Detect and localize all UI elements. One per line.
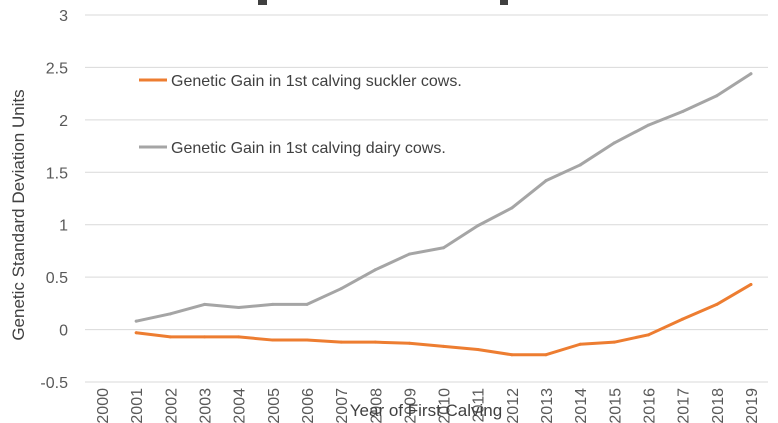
gridlines xyxy=(85,14,768,383)
y-tick-label: 3 xyxy=(59,8,68,25)
series-1-point xyxy=(749,72,753,76)
series-1-point xyxy=(134,319,138,323)
series-1-point xyxy=(168,312,172,316)
x-tick-label: 2007 xyxy=(334,388,351,423)
series-1-point xyxy=(373,268,377,272)
legend-label-0: Genetic Gain in 1st calving suckler cows… xyxy=(171,73,462,90)
series-1-point xyxy=(203,302,207,306)
series-0-point xyxy=(715,302,719,306)
x-tick-label: 2012 xyxy=(505,388,522,423)
series-0-point xyxy=(442,344,446,348)
series-0-point xyxy=(749,282,753,286)
series-1-point xyxy=(544,179,548,183)
series-1-point xyxy=(578,163,582,167)
x-tick-label: 2000 xyxy=(95,388,112,423)
y-tick-label: 1 xyxy=(59,218,68,235)
series-0-point xyxy=(373,340,377,344)
y-tick-label: 1.5 xyxy=(46,165,68,182)
series-0-point xyxy=(237,335,241,339)
y-axis-title: Genetic Standard Deviation Units xyxy=(9,89,28,340)
series-1-point xyxy=(407,252,411,256)
legend-label-1: Genetic Gain in 1st calving dairy cows. xyxy=(171,140,446,157)
series-0-point xyxy=(134,331,138,335)
series-1-point xyxy=(442,246,446,250)
x-tick-label: 2019 xyxy=(744,388,761,423)
x-tick-label: 2016 xyxy=(641,388,658,423)
x-tick-label: 2009 xyxy=(402,388,419,423)
series-0-point xyxy=(646,333,650,337)
x-axis-title: Year of First Calving xyxy=(350,401,502,420)
series-0-point xyxy=(271,338,275,342)
series-0-point xyxy=(339,340,343,344)
x-tick-label: 2010 xyxy=(437,388,454,423)
y-axis-ticks: -0.5 0 0.5 1 1.5 2 2.5 3 xyxy=(40,8,68,392)
title-fragment xyxy=(258,0,508,5)
series-1-point xyxy=(339,287,343,291)
y-tick-label: 0.5 xyxy=(46,270,68,287)
series-0-point xyxy=(681,317,685,321)
x-tick-label: 2002 xyxy=(163,388,180,423)
x-tick-label: 2015 xyxy=(607,388,624,423)
series-lines xyxy=(134,72,753,357)
series-0-point xyxy=(476,347,480,351)
y-tick-label: -0.5 xyxy=(40,375,68,392)
series-0-point xyxy=(510,353,514,357)
y-tick-label: 2.5 xyxy=(46,60,68,77)
x-tick-label: 2008 xyxy=(368,388,385,423)
series-0-point xyxy=(612,340,616,344)
x-tick-label: 2005 xyxy=(266,388,283,423)
x-tick-label: 2014 xyxy=(573,388,590,423)
y-tick-label: 0 xyxy=(59,323,68,340)
series-0-point xyxy=(407,341,411,345)
series-0-point xyxy=(168,335,172,339)
series-1-point xyxy=(612,141,616,145)
legend: Genetic Gain in 1st calving suckler cows… xyxy=(139,73,462,157)
series-1-point xyxy=(715,94,719,98)
x-tick-label: 2017 xyxy=(676,388,693,423)
x-tick-label: 2018 xyxy=(710,388,727,423)
x-tick-label: 2001 xyxy=(129,388,146,423)
x-axis-ticks: 2000 2001 2002 2003 2004 2005 2006 2007 2008 2009… xyxy=(95,388,761,423)
x-tick-label: 2013 xyxy=(539,388,556,423)
series-1-point xyxy=(305,302,309,306)
series-1-point xyxy=(271,302,275,306)
series-1-point xyxy=(476,224,480,228)
series-1-point xyxy=(681,109,685,113)
series-1-point xyxy=(646,123,650,127)
series-0-point xyxy=(578,342,582,346)
x-tick-label: 2011 xyxy=(471,388,488,423)
series-line-0 xyxy=(134,282,753,357)
x-tick-label: 2003 xyxy=(198,388,215,423)
x-tick-label: 2004 xyxy=(232,388,249,423)
series-1-point xyxy=(237,306,241,310)
series-1-point xyxy=(510,206,514,210)
y-tick-label: 2 xyxy=(59,113,68,130)
series-0-point xyxy=(305,338,309,342)
series-0-point xyxy=(544,353,548,357)
x-tick-label: 2006 xyxy=(300,388,317,423)
series-line-1 xyxy=(134,72,753,323)
series-0-point xyxy=(203,335,207,339)
